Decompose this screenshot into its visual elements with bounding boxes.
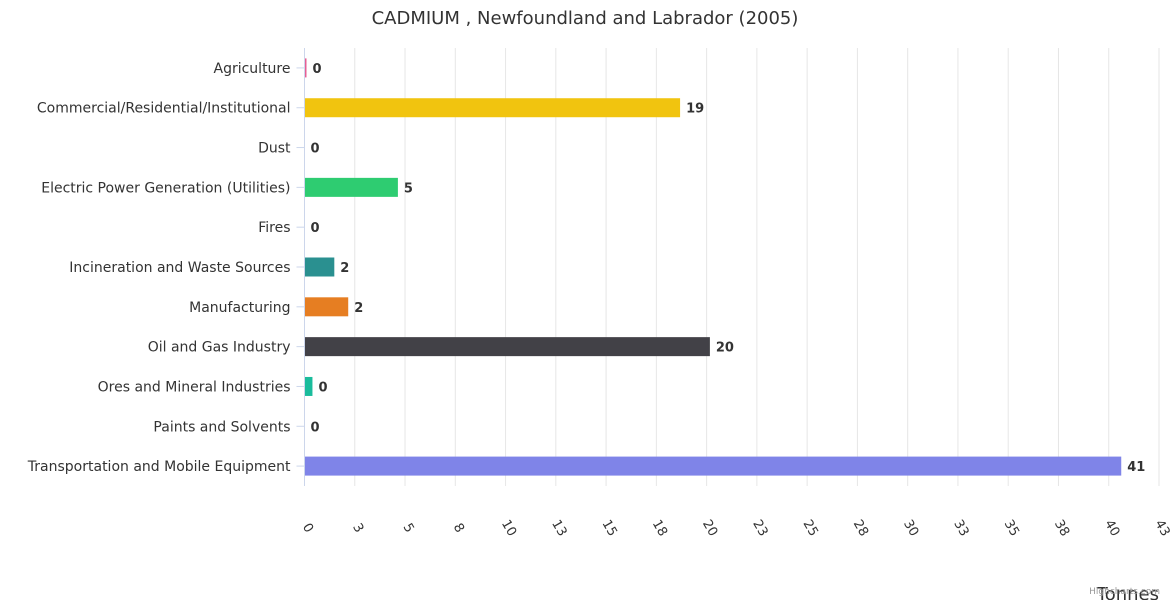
category-label: Manufacturing xyxy=(189,300,290,316)
data-label: 41 xyxy=(1127,460,1145,475)
bar[interactable] xyxy=(304,337,710,357)
bar-series: 0 19 0 5 0 2 2 20 0 0 41 xyxy=(304,58,1145,476)
bar[interactable] xyxy=(304,58,307,78)
data-label: 5 xyxy=(404,181,413,196)
category-label: Transportation and Mobile Equipment xyxy=(27,459,291,475)
x-tick-label: 35 xyxy=(1001,517,1022,539)
x-axis-title: Tonnes xyxy=(1096,584,1159,600)
category-label: Incineration and Waste Sources xyxy=(69,260,290,276)
x-tick-label: 23 xyxy=(749,517,770,539)
category-label: Agriculture xyxy=(214,61,291,77)
x-tick-label: 33 xyxy=(950,517,971,539)
x-tick-label: 43 xyxy=(1151,517,1170,539)
bar[interactable] xyxy=(304,297,349,317)
data-label: 2 xyxy=(340,261,349,276)
data-label: 0 xyxy=(312,62,321,77)
x-tick-label: 30 xyxy=(900,517,921,539)
x-tick-label: 10 xyxy=(498,517,519,539)
data-label: 0 xyxy=(311,142,320,157)
category-label: Oil and Gas Industry xyxy=(148,340,291,356)
data-label: 19 xyxy=(686,102,704,117)
data-label: 0 xyxy=(311,420,320,435)
bar[interactable] xyxy=(304,177,398,197)
x-tick-label: 8 xyxy=(450,521,467,536)
category-label: Electric Power Generation (Utilities) xyxy=(41,180,290,196)
data-label: 0 xyxy=(311,221,320,236)
grid-lines xyxy=(304,48,1160,486)
category-label: Dust xyxy=(258,141,291,157)
data-label: 2 xyxy=(354,301,363,316)
category-label: Commercial/Residential/Institutional xyxy=(37,101,291,117)
bar[interactable] xyxy=(304,98,681,118)
x-tick-label: 25 xyxy=(800,517,821,539)
bar[interactable] xyxy=(304,376,313,396)
x-tick-label: 0 xyxy=(299,521,316,536)
x-tick-label: 40 xyxy=(1101,517,1122,539)
data-label: 20 xyxy=(716,341,734,356)
category-label: Ores and Mineral Industries xyxy=(98,379,291,395)
category-axis: Agriculture Commercial/Residential/Instit… xyxy=(27,61,305,475)
x-tick-label: 13 xyxy=(548,517,569,539)
category-label: Paints and Solvents xyxy=(153,419,290,435)
x-tick-label: 3 xyxy=(349,521,366,536)
x-tick-label: 5 xyxy=(399,521,416,536)
x-tick-label: 18 xyxy=(649,517,670,539)
bar[interactable] xyxy=(304,456,1122,476)
credits: Highcharts.com xyxy=(1089,587,1160,597)
x-tick-label: 38 xyxy=(1051,517,1072,539)
category-label: Fires xyxy=(258,220,290,236)
x-tick-label: 28 xyxy=(850,517,871,539)
bar[interactable] xyxy=(304,257,335,277)
chart-title: CADMIUM , Newfoundland and Labrador (200… xyxy=(372,8,799,29)
x-tick-label: 20 xyxy=(699,517,720,539)
data-label: 0 xyxy=(318,380,327,395)
value-axis: 0 3 5 8 10 13 15 18 20 23 25 28 30 33 35 38 40 43 xyxy=(299,517,1170,539)
x-tick-label: 15 xyxy=(598,517,619,539)
